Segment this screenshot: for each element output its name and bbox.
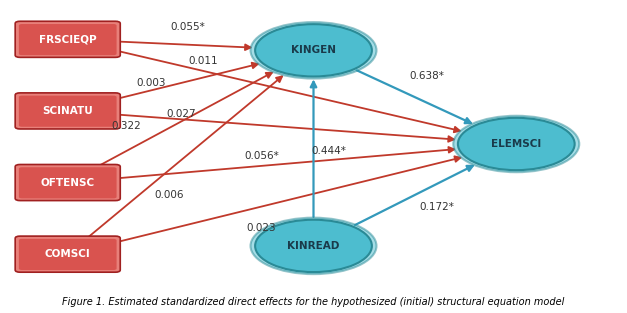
FancyBboxPatch shape (19, 239, 117, 270)
Text: 0.638*: 0.638* (409, 71, 445, 81)
Text: 0.322: 0.322 (111, 121, 141, 131)
Text: KINGEN: KINGEN (291, 45, 336, 55)
FancyBboxPatch shape (19, 96, 117, 127)
FancyBboxPatch shape (15, 93, 120, 129)
Ellipse shape (453, 116, 579, 172)
Ellipse shape (458, 118, 574, 170)
Text: 0.055*: 0.055* (170, 22, 205, 32)
Text: 0.027: 0.027 (167, 109, 196, 119)
Ellipse shape (255, 220, 372, 272)
Text: KINREAD: KINREAD (287, 241, 340, 251)
Text: SCINATU: SCINATU (43, 106, 93, 116)
Text: 0.172*: 0.172* (419, 202, 454, 212)
Text: 0.444*: 0.444* (312, 146, 346, 156)
Text: ELEMSCI: ELEMSCI (491, 139, 541, 149)
FancyBboxPatch shape (15, 165, 120, 201)
Ellipse shape (255, 24, 372, 76)
Ellipse shape (251, 22, 376, 79)
Text: COMSCI: COMSCI (45, 249, 90, 259)
Text: 0.011: 0.011 (188, 56, 218, 66)
Ellipse shape (251, 218, 376, 274)
Text: OFTENSC: OFTENSC (41, 177, 95, 187)
FancyBboxPatch shape (19, 167, 117, 198)
FancyBboxPatch shape (15, 21, 120, 57)
FancyBboxPatch shape (19, 24, 117, 55)
Text: 0.003: 0.003 (136, 78, 166, 88)
Text: 0.023: 0.023 (246, 223, 276, 233)
FancyBboxPatch shape (15, 236, 120, 272)
Text: Figure 1. Estimated standardized direct effects for the hypothesized (initial) s: Figure 1. Estimated standardized direct … (62, 297, 565, 307)
Text: 0.006: 0.006 (154, 190, 184, 200)
Text: FRSCIEQP: FRSCIEQP (39, 34, 97, 44)
Text: 0.056*: 0.056* (244, 151, 278, 162)
